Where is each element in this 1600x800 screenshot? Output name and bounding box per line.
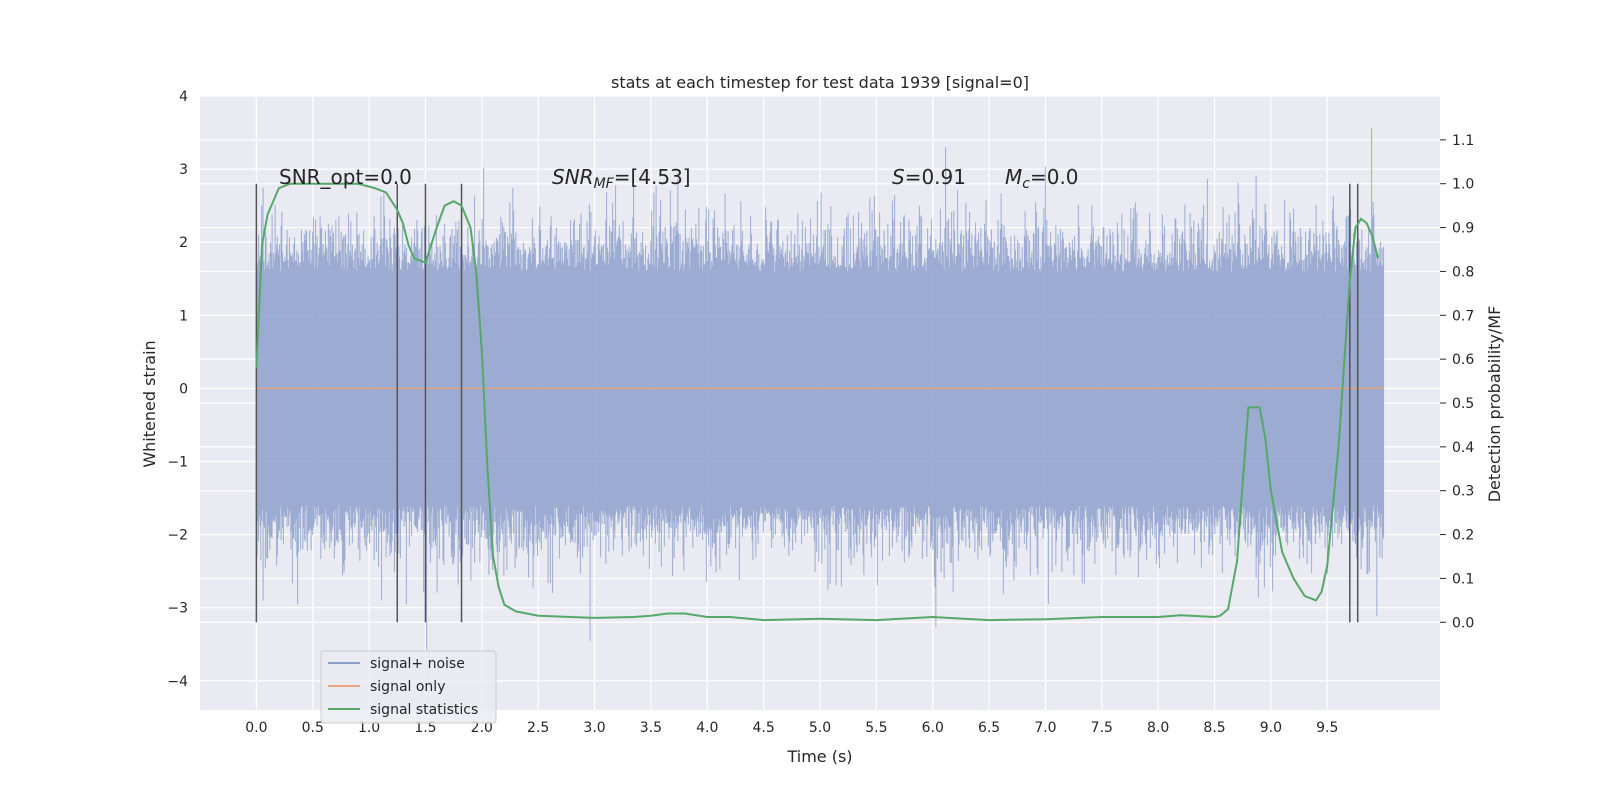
x-tick-label: 9.0 <box>1260 720 1282 736</box>
mc-subscript: c <box>1022 176 1030 192</box>
y2-tick-label: 0.9 <box>1452 221 1474 237</box>
x-tick-label: 5.5 <box>865 720 887 736</box>
x-tick-label: 4.5 <box>753 720 775 736</box>
y-tick-label: −4 <box>167 674 188 690</box>
legend-label-signal-only: signal only <box>370 679 445 695</box>
annotation-mc: Mc=0.0 <box>1005 165 1079 192</box>
x-tick-label: 7.5 <box>1091 720 1113 736</box>
annotation-snr-mf: SNRMF=[4.53] <box>552 165 691 192</box>
x-tick-label: 3.0 <box>583 720 605 736</box>
legend-label-signal-statistics: signal statistics <box>370 702 478 718</box>
y-tick-label: 2 <box>179 235 188 251</box>
y-axis-ticks: −4 −3 −2 −1 0 1 2 3 4 <box>167 89 188 690</box>
x-tick-label: 9.5 <box>1316 720 1338 736</box>
y2-tick-label: 0.8 <box>1452 264 1474 280</box>
x-tick-label: 2.0 <box>471 720 493 736</box>
y2-tick-label: 0.0 <box>1452 615 1474 631</box>
y2-axis-ticks: 0.0 0.1 0.2 0.3 0.4 0.5 0.6 0.7 0.8 0.9 1.0 1.1 <box>1440 133 1474 631</box>
y2-tick-label: 1.0 <box>1452 177 1474 193</box>
signal-statistics-line <box>255 182 1379 622</box>
signal-statistics-series <box>255 182 1379 622</box>
snr-mf-symbol: SNR <box>552 165 594 189</box>
y-tick-label: 0 <box>179 381 188 397</box>
y-tick-label: 1 <box>179 308 188 324</box>
snr-mf-subscript: MF <box>594 176 615 192</box>
mc-symbol: M <box>1005 165 1022 189</box>
x-tick-label: 7.0 <box>1034 720 1056 736</box>
x-tick-label: 0.5 <box>302 720 324 736</box>
x-tick-label: 3.5 <box>640 720 662 736</box>
mc-value: =0.0 <box>1030 165 1079 189</box>
y2-tick-label: 0.2 <box>1452 528 1474 544</box>
s-value: =0.91 <box>905 165 966 189</box>
y2-tick-label: 0.7 <box>1452 308 1474 324</box>
y2-axis-label: Detection probability/MF <box>1485 306 1504 503</box>
x-axis-ticks: 0.0 0.5 1.0 1.5 2.0 2.5 3.0 3.5 4.0 4.5 5.0 5.5 6.0 6… <box>245 720 1338 736</box>
y-tick-label: −1 <box>167 454 188 470</box>
x-axis-label: Time (s) <box>786 747 852 766</box>
legend-box <box>320 650 497 724</box>
legend-label-signal-noise: signal+ noise <box>370 656 465 672</box>
annotation-snr-opt: SNR_opt=0.0 <box>279 165 412 189</box>
x-tick-label: 2.5 <box>527 720 549 736</box>
y-tick-label: −2 <box>167 528 188 544</box>
y-tick-label: −3 <box>167 601 188 617</box>
annotation-s: S=0.91 <box>892 165 966 189</box>
vertical-markers <box>255 183 1359 623</box>
x-tick-label: 0.0 <box>245 720 267 736</box>
y2-tick-label: 0.6 <box>1452 352 1474 368</box>
y-tick-label: 4 <box>179 89 188 105</box>
x-tick-label: 8.5 <box>1203 720 1225 736</box>
x-tick-label: 1.5 <box>414 720 436 736</box>
snr-mf-value: =[4.53] <box>614 165 691 189</box>
y-axis-label: Whitened strain <box>140 340 159 467</box>
s-symbol: S <box>892 165 905 189</box>
y-tick-label: 3 <box>179 162 188 178</box>
y2-tick-label: 0.4 <box>1452 440 1474 456</box>
x-tick-label: 6.0 <box>922 720 944 736</box>
x-tick-label: 6.5 <box>978 720 1000 736</box>
x-tick-label: 8.0 <box>1147 720 1169 736</box>
x-tick-label: 1.0 <box>358 720 380 736</box>
x-tick-label: 5.0 <box>809 720 831 736</box>
x-tick-label: 4.0 <box>696 720 718 736</box>
legend: signal+ noise signal only signal statist… <box>320 650 497 724</box>
annotations: SNR_opt=0.0 SNRMF=[4.53] S=0.91 Mc=0.0 <box>279 165 1079 192</box>
y2-tick-label: 0.3 <box>1452 484 1474 500</box>
y2-tick-label: 0.5 <box>1452 396 1474 412</box>
y2-tick-label: 1.1 <box>1452 133 1474 149</box>
y2-tick-label: 0.1 <box>1452 571 1474 587</box>
chart-title: stats at each timestep for test data 193… <box>611 73 1029 92</box>
